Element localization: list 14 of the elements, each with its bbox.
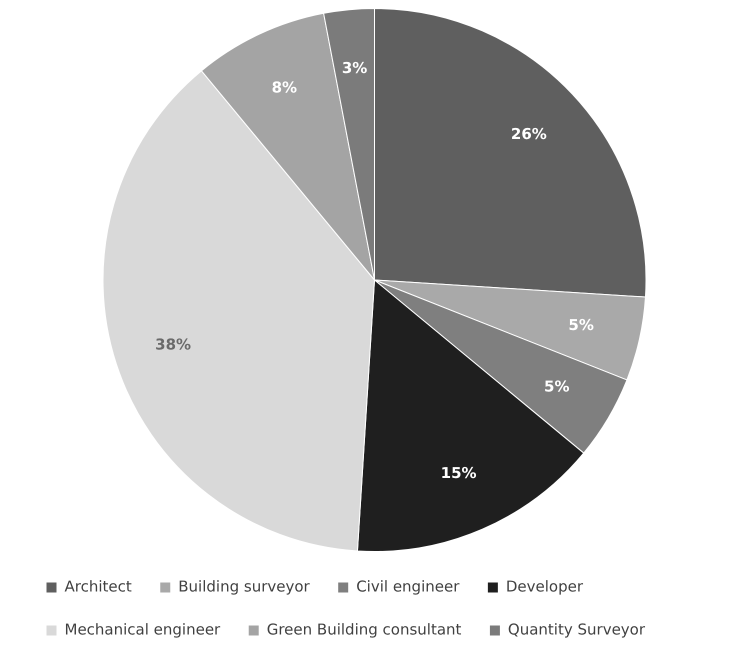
legend-label: Mechanical engineer xyxy=(64,620,222,638)
legend-label: Building surveyor xyxy=(178,577,311,596)
legend-label: Quantity Surveyor xyxy=(508,620,646,638)
data-label: 15% xyxy=(440,464,477,482)
data-label: 5% xyxy=(568,316,594,334)
legend-label: Green Building consultant xyxy=(266,620,462,638)
data-label: 3% xyxy=(342,59,368,78)
legend-label: Civil engineer xyxy=(356,577,460,596)
data-label: 38% xyxy=(155,335,192,354)
data-label: 8% xyxy=(272,78,298,96)
legend-label: Developer xyxy=(506,577,584,596)
data-label: 5% xyxy=(544,378,570,396)
legend-label: Architect xyxy=(64,577,132,596)
data-label: 26% xyxy=(510,124,547,143)
